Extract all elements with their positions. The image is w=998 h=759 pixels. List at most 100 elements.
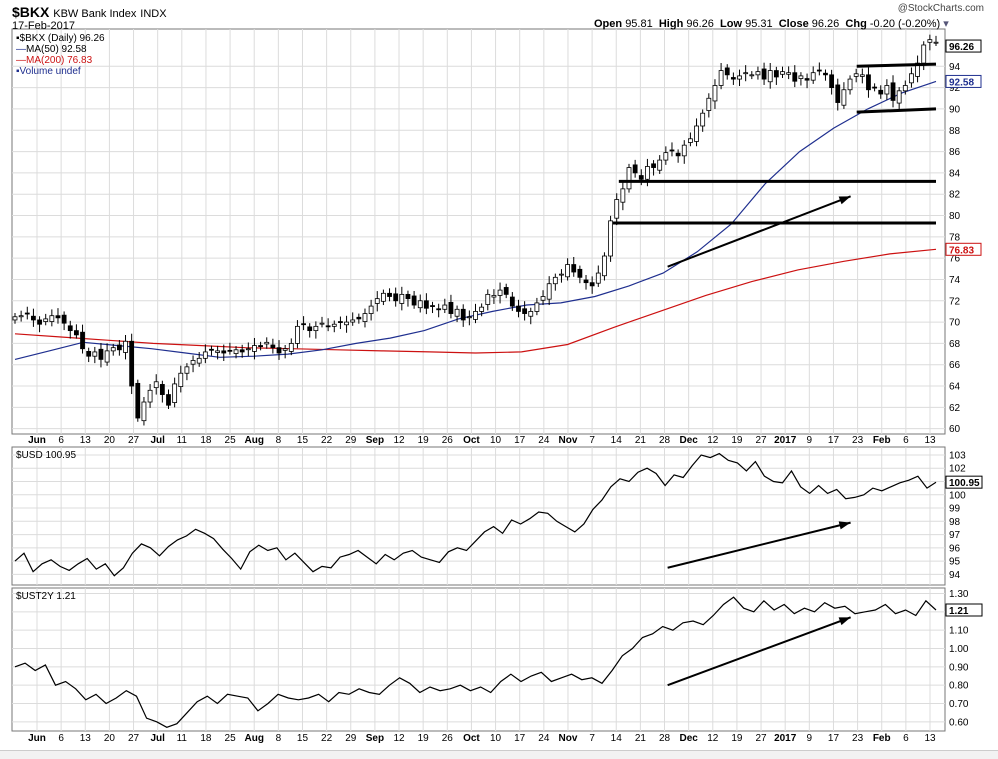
x-tick-label: 19 [418,435,430,446]
candle-body [730,77,736,80]
open-value: 95.81 [625,18,653,30]
x-tick-label: 23 [852,435,864,446]
panel-frame [11,446,946,586]
x-tick-label: Aug [244,733,263,744]
chevron-down-icon[interactable]: ▾ [943,18,949,30]
candle-body [215,350,221,353]
trend-line [856,107,937,114]
candle-body [638,175,644,180]
y-tick-label: 102 [949,464,966,475]
candle-body [423,300,429,309]
x-tick-label: 10 [490,733,502,744]
candle-body [602,255,607,277]
x-tick-label: 10 [490,435,502,446]
candle-body [663,152,669,161]
candle-body [829,74,835,89]
candle-body [43,318,49,322]
candle-body [466,316,472,319]
candle-body [773,70,779,78]
candle-body [933,41,939,44]
candle-body [583,279,589,284]
x-tick-label: 6 [903,435,909,446]
x-tick-label: 29 [345,733,357,744]
x-tick-label: 18 [200,435,212,446]
candle-body [153,381,159,389]
x-tick-label: Sep [366,733,384,744]
candle-body [804,78,810,81]
arrow-head [838,521,851,530]
candle-body [902,85,908,92]
x-tick-label: 26 [442,733,454,744]
candle-body [878,89,884,95]
exchange: INDX [140,8,167,20]
x-tick-label: 22 [321,733,333,744]
candle-body [528,311,534,317]
candle-body [608,220,613,257]
candle-body [847,78,853,91]
y-tick-label: 100 [949,490,966,501]
y-tick-label: 95 [949,557,961,568]
x-tick-label: 14 [611,733,623,744]
y-tick-label: 82 [949,190,961,201]
candle-body [792,72,798,82]
high-value: 96.26 [686,18,714,30]
x-tick-label: Feb [873,733,891,744]
candle-body [571,264,577,273]
x-tick-label: 27 [128,733,140,744]
usd-panel: 949596979899100101102103$USD 100.95100.9… [11,446,983,586]
candle-body [460,308,466,321]
candle-body [196,357,202,364]
candle-body [669,149,675,152]
candle-body [270,344,276,349]
candle-body [295,325,300,344]
y-tick-label: 78 [949,232,961,243]
candle-body [546,283,552,300]
y-tick-label: 64 [949,382,961,393]
trend-arrow [667,195,851,268]
candle-body [258,345,264,348]
ma200-tag: 76.83 [949,245,974,256]
candle-body [534,302,540,312]
candle-body [80,331,85,350]
candle-body [252,345,257,352]
candle-body [116,344,122,351]
candle-body [166,394,171,406]
candle-body [473,311,478,320]
y-tick-label: 0.70 [949,699,969,710]
candle-body [853,73,859,77]
candle-body [841,89,847,106]
candle-body [724,67,730,76]
candle-body [98,348,104,360]
candle-body [55,315,61,319]
candle-body [859,74,865,77]
y-tick-label: 1.00 [949,644,969,655]
candle-body [307,326,313,332]
candle-body [209,348,214,351]
candle-body [380,292,386,302]
legend-ma200: MA(200) 76.83 [26,55,93,66]
candle-body [399,293,405,304]
x-tick-label: 7 [589,733,595,744]
candle-body [18,315,24,318]
candle-body [681,144,687,157]
trend-line [856,62,937,68]
candle-body [645,166,650,180]
x-tick-label: 28 [659,435,671,446]
x-tick-label: 13 [924,435,936,446]
high-label: High [658,18,684,30]
candle-body [559,273,564,276]
candle-body [743,72,749,75]
candle-body [61,314,67,324]
candle-body [221,350,227,354]
x-tick-label: Oct [463,435,480,446]
x-tick-label: Dec [679,435,698,446]
x-tick-label: 6 [903,733,909,744]
candle-body [688,138,693,143]
candle-body [239,349,245,353]
candle-body [479,306,485,312]
x-tick-label: 12 [393,733,405,744]
low-label: Low [720,18,743,30]
candle-body [890,82,896,101]
last-value-tag: 1.21 [949,606,969,617]
candle-body [123,340,128,353]
